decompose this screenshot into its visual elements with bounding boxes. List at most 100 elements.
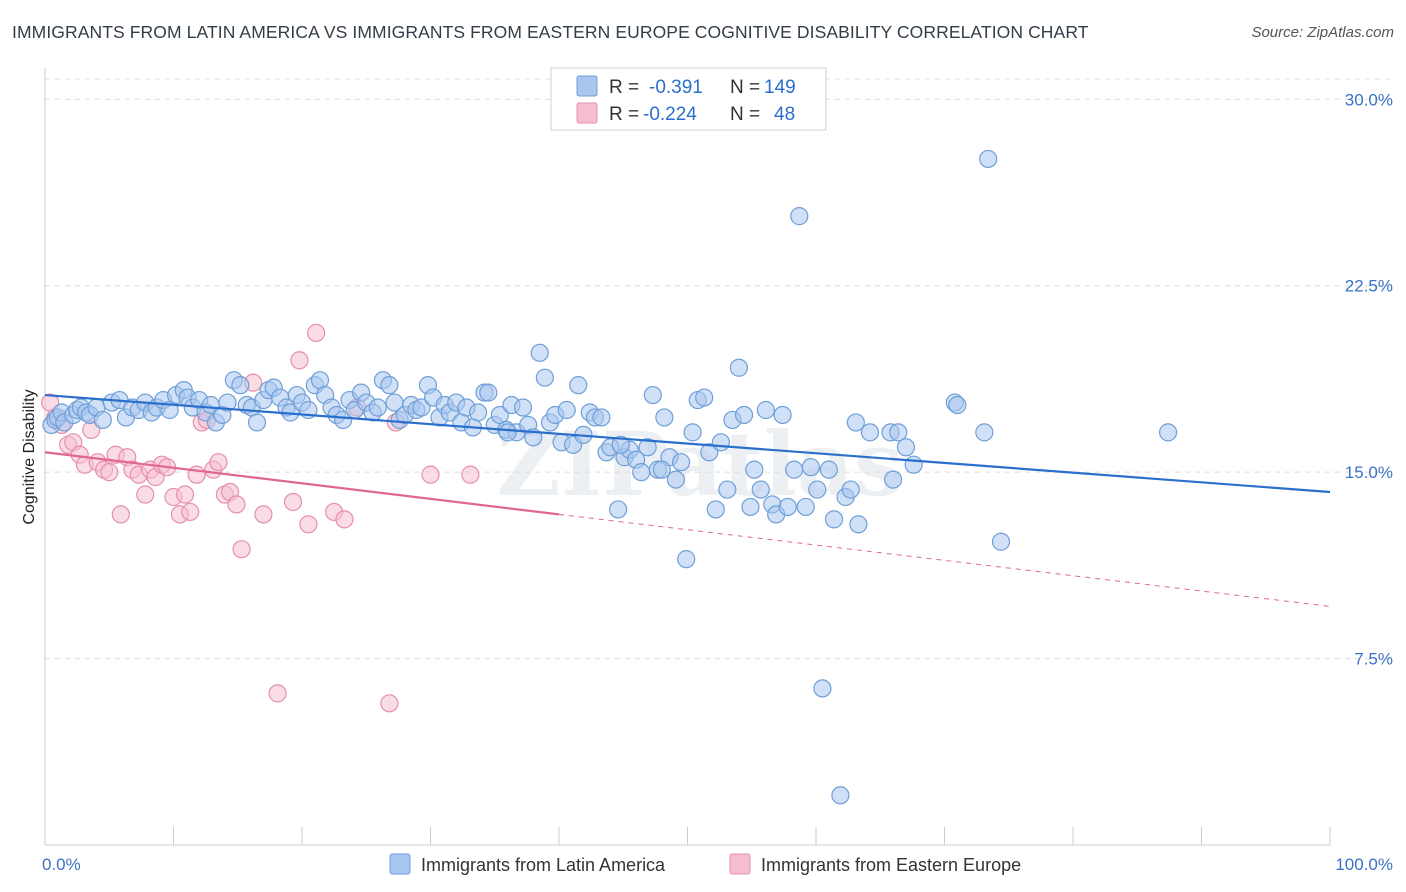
stats-legend: R = -0.391 N = 149 R = -0.224 N = 48 (550, 67, 827, 131)
data-point-latin-america (530, 343, 549, 362)
data-point-latin-america (796, 497, 815, 517)
data-point-latin-america (734, 405, 754, 425)
data-point-latin-america (808, 480, 827, 499)
gridlines (45, 78, 1392, 660)
y-tick-label: 22.5% (1345, 277, 1393, 296)
legend-n-label-pink: N = (730, 104, 760, 125)
data-point-latin-america (751, 480, 770, 499)
data-point-latin-america (632, 463, 651, 482)
data-point-latin-america (412, 398, 431, 417)
legend-r-value-blue: -0.391 (649, 77, 703, 98)
legend-swatch-blue (576, 75, 598, 97)
data-point-eastern-europe (181, 502, 200, 522)
series-eastern-europe-points (41, 323, 480, 713)
data-point-latin-america (677, 550, 696, 569)
data-point-eastern-europe (187, 465, 206, 484)
data-point-latin-america (638, 438, 657, 457)
data-point-latin-america (498, 423, 517, 442)
data-point-latin-america (711, 433, 731, 452)
data-point-latin-america (380, 376, 399, 395)
trend-line-eastern-europe-extension (558, 513, 1331, 607)
data-point-latin-america (979, 149, 998, 169)
data-point-latin-america (883, 470, 903, 489)
legend-r-label-pink: R = (609, 104, 639, 125)
trend-line-eastern-europe (44, 451, 560, 516)
trend-lines (44, 393, 1331, 607)
data-point-eastern-europe (283, 492, 303, 512)
data-point-latin-america (334, 410, 353, 430)
data-point-latin-america (948, 395, 967, 415)
data-point-latin-america (683, 423, 702, 442)
source-attribution: Source: ZipAtlas.com (1251, 24, 1394, 41)
trend-line-latin-america (44, 393, 1331, 494)
data-point-latin-america (889, 423, 908, 442)
data-point-latin-america (592, 408, 611, 427)
data-point-latin-america (666, 470, 686, 489)
data-point-latin-america (231, 376, 250, 395)
data-point-latin-america (729, 358, 749, 377)
data-point-latin-america (368, 398, 387, 417)
data-point-latin-america (756, 400, 775, 420)
data-point-eastern-europe (421, 465, 440, 484)
bottom-legend-swatch-pink (729, 853, 751, 875)
data-point-eastern-europe (461, 465, 480, 484)
data-point-eastern-europe (227, 495, 246, 514)
axes (44, 68, 1331, 846)
x-tick-labels: 0.0% 100.0% (42, 855, 1393, 874)
data-point-latin-america (841, 480, 860, 499)
data-point-eastern-europe (290, 351, 309, 370)
data-point-latin-america (569, 376, 588, 395)
x-tick-label: 100.0% (1335, 855, 1393, 874)
data-point-latin-america (741, 497, 760, 517)
data-point-latin-america (975, 423, 994, 442)
bottom-legend-label-pink: Immigrants from Eastern Europe (761, 855, 1021, 875)
data-point-latin-america (991, 532, 1011, 551)
chart-title: IMMIGRANTS FROM LATIN AMERICA VS IMMIGRA… (12, 22, 1089, 42)
y-axis-label: Cognitive Disability (21, 389, 38, 524)
data-point-eastern-europe (209, 453, 228, 472)
data-point-latin-america (468, 403, 488, 422)
data-point-latin-america (557, 400, 576, 420)
data-point-latin-america (849, 515, 868, 534)
data-point-eastern-europe (254, 505, 273, 524)
data-point-eastern-europe (299, 515, 318, 534)
data-point-latin-america (93, 410, 112, 430)
y-tick-label: 15.0% (1345, 463, 1393, 482)
y-tick-label: 30.0% (1345, 90, 1393, 109)
legend-r-value-pink: -0.224 (643, 104, 697, 125)
data-point-latin-america (831, 786, 850, 805)
data-point-latin-america (479, 383, 498, 402)
data-point-eastern-europe (175, 485, 195, 504)
data-point-latin-america (609, 500, 628, 519)
data-point-latin-america (1158, 423, 1178, 442)
data-point-latin-america (695, 388, 714, 407)
data-point-eastern-europe (232, 540, 251, 559)
data-point-latin-america (790, 207, 809, 226)
data-point-eastern-europe (380, 694, 399, 713)
data-point-latin-america (655, 408, 674, 427)
data-point-eastern-europe (307, 323, 326, 343)
data-point-latin-america (535, 368, 554, 387)
data-point-latin-america (611, 435, 630, 454)
data-point-latin-america (860, 423, 880, 442)
data-point-eastern-europe (111, 505, 130, 524)
series-latin-america-points (42, 149, 1178, 805)
data-point-latin-america (896, 438, 916, 457)
data-point-latin-america (706, 500, 725, 519)
data-point-eastern-europe (335, 510, 354, 529)
data-point-eastern-europe (100, 463, 119, 482)
data-point-latin-america (745, 460, 764, 479)
data-point-latin-america (247, 413, 267, 432)
data-point-latin-america (671, 453, 691, 472)
legend-n-value-pink: 48 (774, 104, 795, 125)
data-point-latin-america (218, 393, 237, 412)
data-point-latin-america (718, 480, 737, 499)
data-point-latin-america (819, 460, 838, 479)
bottom-legend-label-blue: Immigrants from Latin America (421, 855, 666, 875)
data-point-latin-america (652, 460, 671, 479)
data-point-latin-america (785, 460, 804, 479)
data-point-latin-america (824, 510, 844, 529)
data-point-latin-america (801, 458, 820, 477)
data-point-eastern-europe (268, 684, 287, 703)
